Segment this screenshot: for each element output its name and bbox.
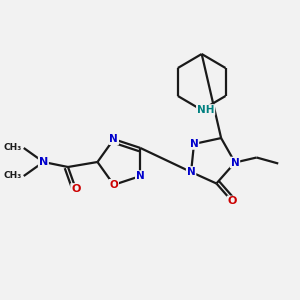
Text: O: O	[227, 196, 237, 206]
Text: N: N	[110, 134, 118, 144]
Text: N: N	[187, 167, 196, 177]
Text: CH₃: CH₃	[4, 143, 22, 152]
Text: NH: NH	[197, 105, 214, 115]
Text: O: O	[110, 180, 118, 190]
Text: N: N	[231, 158, 239, 167]
Text: N: N	[190, 139, 198, 149]
Text: N: N	[39, 157, 48, 167]
Text: CH₃: CH₃	[4, 172, 22, 181]
Text: N: N	[136, 171, 145, 181]
Text: O: O	[71, 184, 80, 194]
